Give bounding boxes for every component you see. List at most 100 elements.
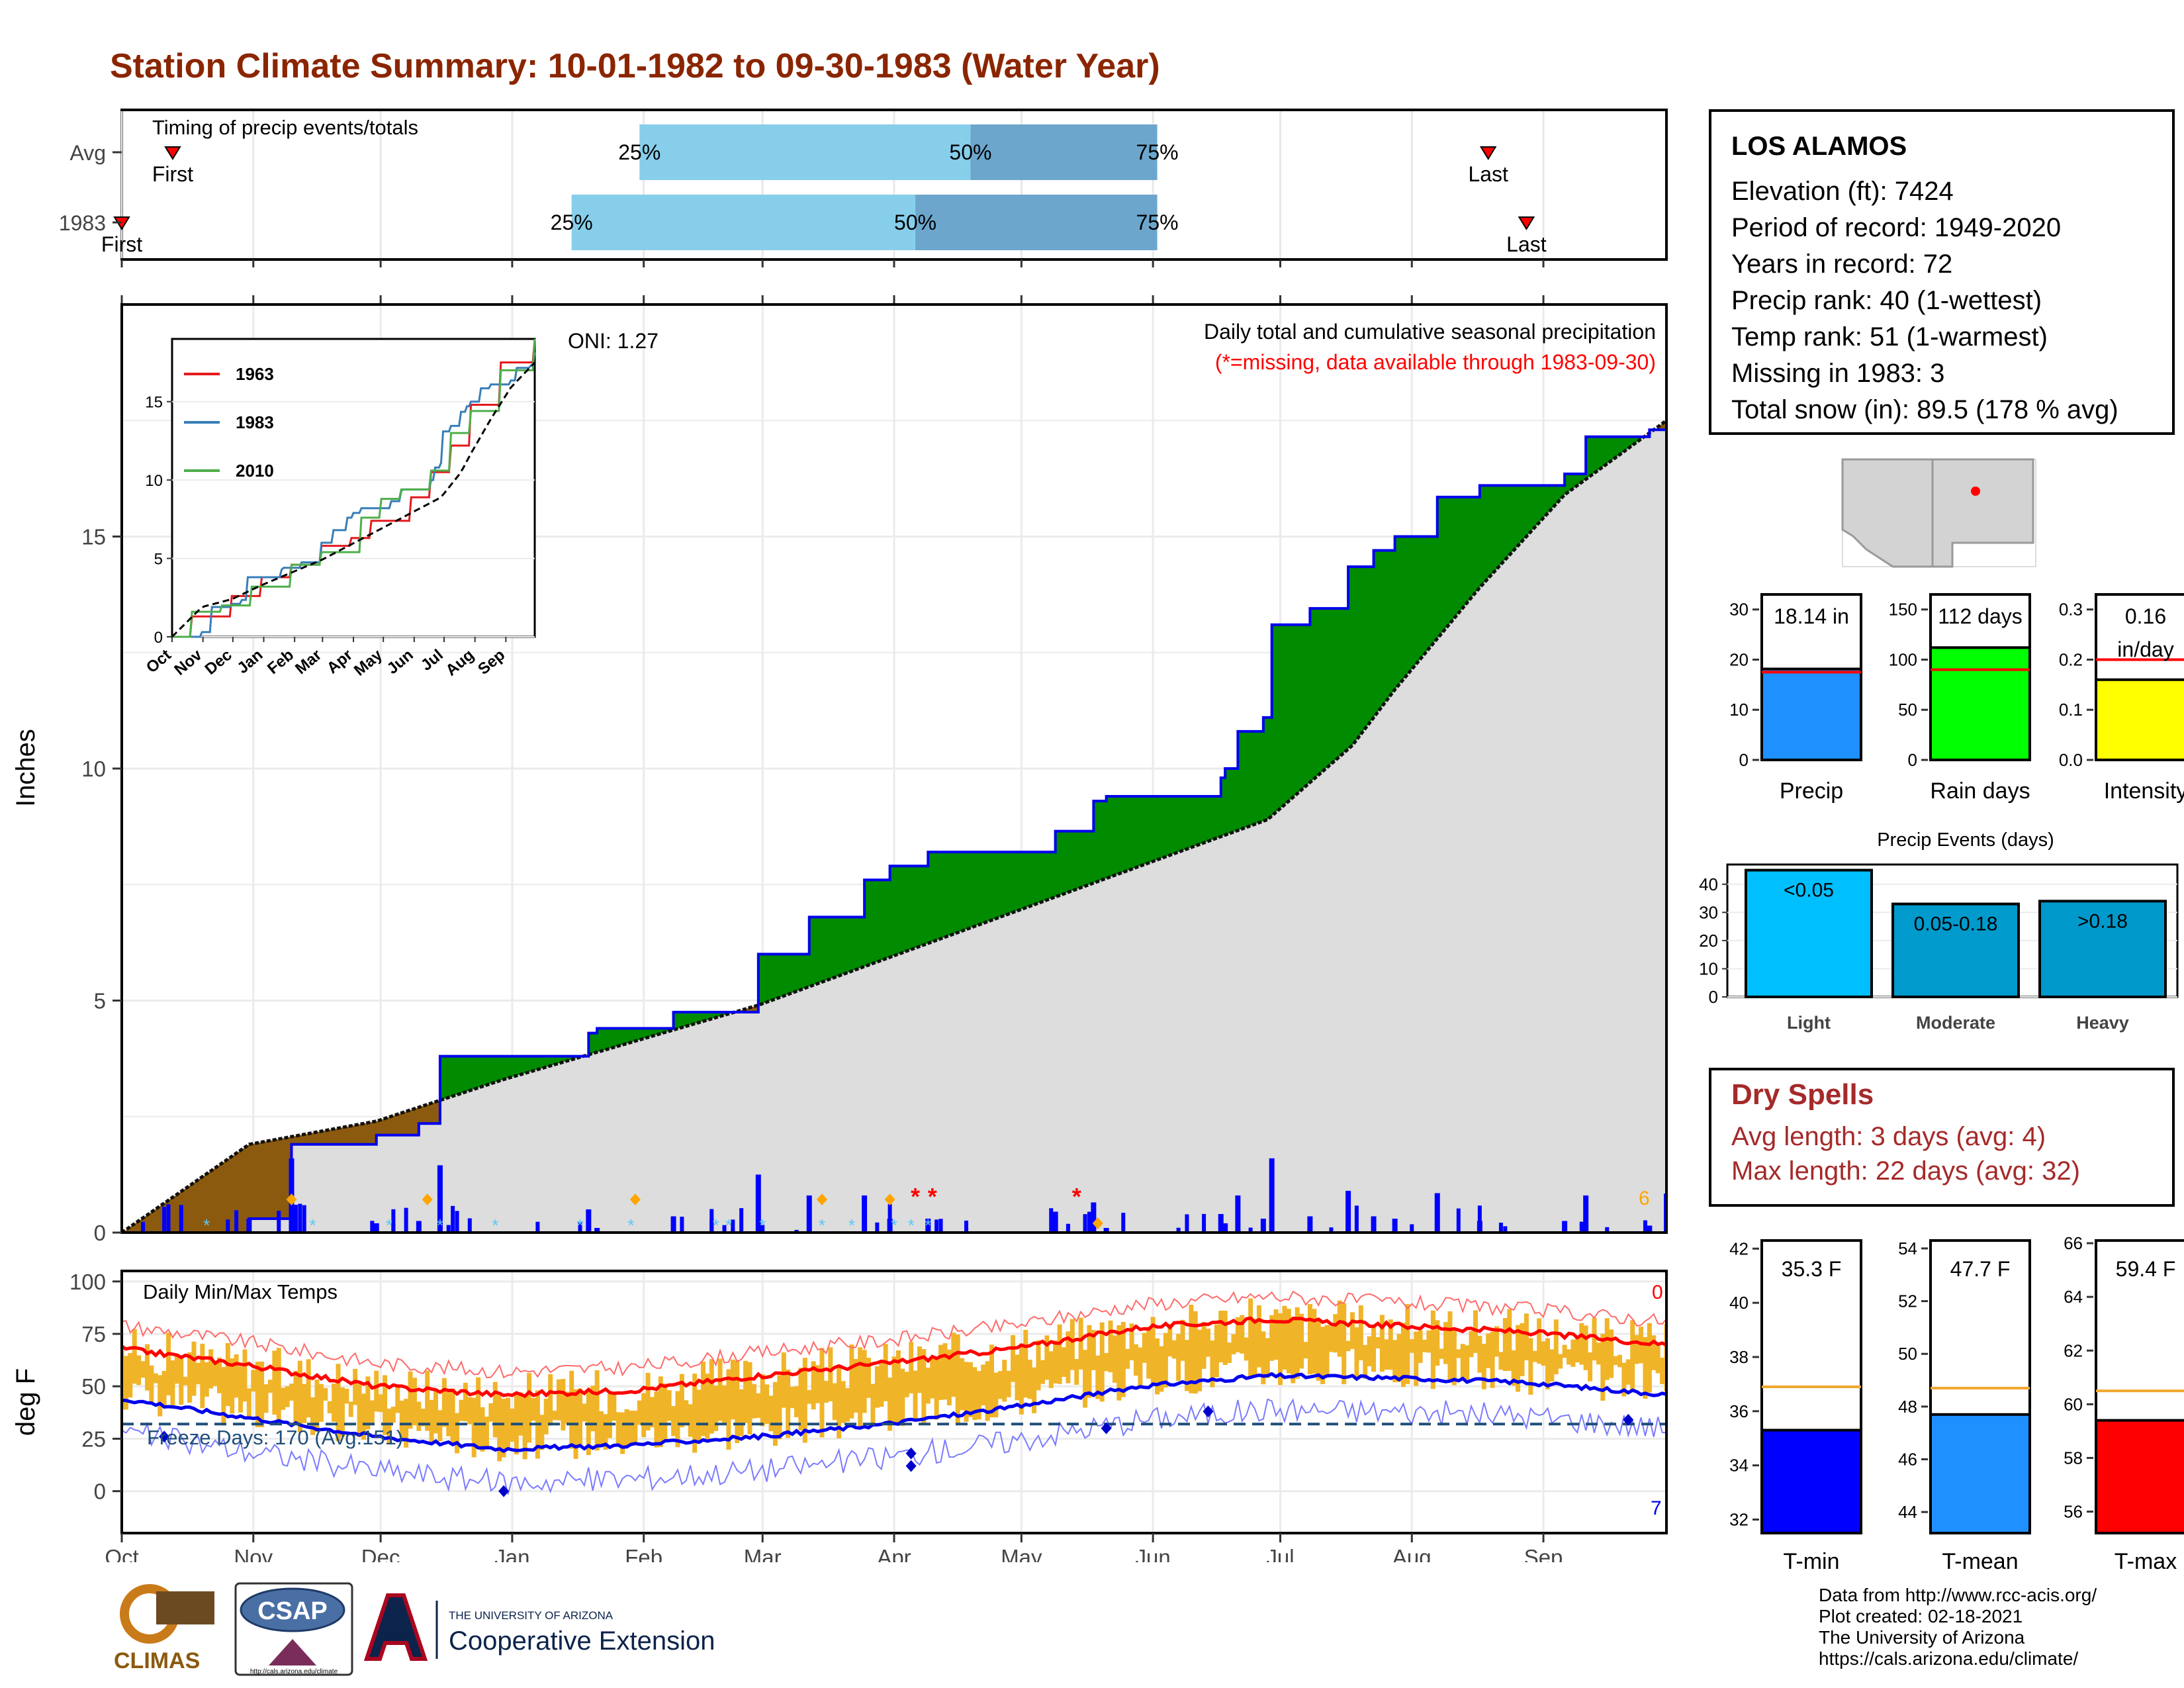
daily-temp-bar <box>1210 1340 1215 1387</box>
daily-temp-bar <box>369 1400 375 1425</box>
daily-temp-bar <box>1430 1310 1435 1389</box>
timing-row-label-avg: Avg <box>69 141 106 165</box>
daily-temp-bar <box>981 1364 986 1406</box>
daily-temp-bar <box>993 1372 999 1418</box>
precip-y-tick-label: 15 <box>81 525 106 549</box>
temp-bar-tmin: 32 34 36 38 40 42 35.3 F T-min <box>1729 1239 1862 1574</box>
daily-temp-bar <box>594 1370 600 1451</box>
csap-url: http://cals.arizona.edu/climate <box>250 1668 338 1675</box>
daily-temp-bar <box>1350 1312 1355 1349</box>
timing-p75-label: 75% <box>1136 211 1179 234</box>
daily-temp-bar <box>259 1361 265 1428</box>
daily-temp-bar <box>1409 1339 1414 1353</box>
temp-y-tick-label: 25 <box>81 1427 106 1451</box>
temp-summary-tick-label: 42 <box>1729 1239 1749 1258</box>
daily-temp-bar <box>1108 1320 1113 1372</box>
daily-temp-bar <box>297 1360 302 1433</box>
csap-text: CSAP <box>257 1597 328 1625</box>
events-bar <box>2038 900 2167 998</box>
daily-temp-bar <box>1588 1352 1593 1382</box>
month-tick-label: Dec <box>361 1545 400 1562</box>
daily-precip-bar <box>1218 1213 1224 1233</box>
station-elevation: Elevation (ft): 7424 <box>1731 177 1954 206</box>
daily-temp-bar <box>1545 1338 1550 1389</box>
daily-temp-bar <box>1502 1318 1508 1372</box>
daily-temp-bar <box>208 1349 214 1389</box>
daily-temp-bar <box>849 1344 854 1419</box>
station-temp-rank: Temp rank: 51 (1-warmest) <box>1731 322 2048 352</box>
daily-temp-bar <box>645 1372 651 1430</box>
summary-bar-label: Intensity <box>2104 778 2184 804</box>
daily-temp-bar <box>336 1364 341 1442</box>
timing-row-label-year: 1983 <box>59 211 106 235</box>
daily-temp-bar <box>874 1366 880 1408</box>
daily-temp-bar <box>480 1407 485 1452</box>
daily-precip-bar <box>1392 1218 1398 1233</box>
daily-precip-bar <box>535 1221 540 1233</box>
daily-temp-bar <box>272 1350 277 1415</box>
daily-temp-bar <box>306 1359 311 1418</box>
temp-extreme-marker <box>159 1430 170 1443</box>
daily-precip-bar <box>1066 1223 1070 1233</box>
daily-temp-bar <box>925 1368 931 1404</box>
timing-p50-label: 50% <box>949 140 991 164</box>
daily-temp-bar <box>365 1376 371 1430</box>
daily-temp-bar <box>1201 1322 1206 1369</box>
daily-temp-bar <box>798 1368 803 1430</box>
daily-precip-bar <box>709 1209 714 1233</box>
daily-temp-bar <box>387 1408 392 1444</box>
daily-precip-bar <box>578 1221 582 1233</box>
daily-temp-bar <box>1104 1352 1109 1372</box>
daily-temp-bar <box>1511 1350 1516 1386</box>
credits: Data from http://www.rcc-acis.org/ Plot … <box>1819 1585 2097 1669</box>
temp-extreme-marker <box>1203 1405 1214 1418</box>
daily-temp-bar <box>709 1359 714 1434</box>
daily-temp-bar <box>1291 1319 1296 1383</box>
daily-temp-bar <box>395 1385 400 1413</box>
daily-temp-bar <box>429 1399 434 1443</box>
daily-temp-bar <box>1516 1325 1521 1392</box>
daily-temp-bar <box>1617 1354 1622 1368</box>
snow-marker: * <box>386 1215 392 1235</box>
daily-temp-bar <box>904 1372 909 1397</box>
daily-precip-bar <box>1176 1227 1181 1233</box>
daily-temp-bar <box>408 1371 413 1429</box>
daily-temp-bar <box>964 1362 969 1422</box>
daily-temp-bar <box>1074 1359 1079 1385</box>
daily-temp-bar <box>1099 1322 1105 1402</box>
daily-precip-bar <box>391 1209 396 1233</box>
daily-temp-bar <box>399 1400 404 1439</box>
daily-temp-bar <box>1057 1324 1062 1384</box>
event-diamond <box>884 1194 895 1205</box>
daily-temp-bar <box>289 1383 294 1401</box>
daily-precip-bar <box>391 1223 396 1233</box>
daily-precip-bar <box>1410 1224 1414 1233</box>
daily-temp-bar <box>1278 1313 1283 1385</box>
daily-temp-bar <box>1189 1305 1194 1393</box>
dry-spells-avg: Avg length: 3 days (avg: 4) <box>1731 1122 2046 1151</box>
daily-temp-bar <box>815 1365 821 1403</box>
daily-temp-bar <box>1235 1317 1240 1352</box>
month-tick-label: Aug <box>1392 1545 1432 1562</box>
timing-last-label: Last <box>1468 162 1508 186</box>
daily-temp-bar <box>1392 1340 1398 1383</box>
daily-temp-bar <box>1120 1322 1126 1397</box>
daily-precip-bar <box>1354 1205 1359 1233</box>
summary-bar-precip: 0 10 20 30 18.14 in Precip <box>1729 593 1862 804</box>
legend-label-1963: 1963 <box>236 364 274 384</box>
daily-precip-bar <box>1371 1216 1377 1233</box>
daily-temp-bar <box>1363 1344 1368 1379</box>
daily-temp-bar <box>212 1361 218 1386</box>
cold-days-count: 7 <box>1651 1497 1662 1519</box>
summary-bar-fill <box>1760 667 1862 761</box>
daily-temp-bar <box>662 1383 668 1440</box>
daily-temp-bar <box>1634 1335 1639 1364</box>
timing-last-label: Last <box>1506 232 1547 256</box>
daily-temp-bar <box>879 1362 884 1407</box>
events-bar <box>1745 868 1873 998</box>
events-bar-value: >0.18 <box>2077 910 2128 932</box>
daily-temp-bar <box>1032 1367 1037 1413</box>
credit-university: The University of Arizona <box>1819 1627 2025 1648</box>
daily-temp-bar <box>340 1387 345 1437</box>
daily-temp-bars <box>122 1298 1666 1462</box>
